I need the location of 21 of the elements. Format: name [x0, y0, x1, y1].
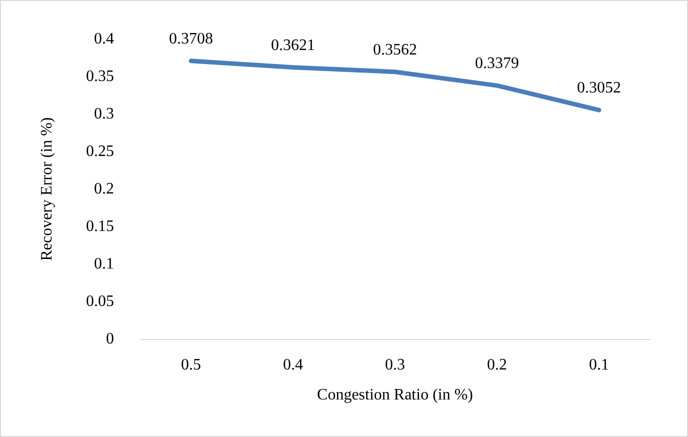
- y-tick-label: 0.1: [94, 256, 114, 272]
- x-tick-label: 0.4: [283, 356, 303, 374]
- y-tick-label: 0.25: [86, 143, 114, 160]
- x-tick-label: 0.1: [589, 356, 609, 374]
- y-tick-label: 0.4: [94, 30, 114, 48]
- y-tick-label: 0.15: [86, 218, 114, 235]
- y-tick-label: 0.3: [94, 106, 114, 122]
- y-tick-label: 0.05: [86, 293, 114, 310]
- x-tick-label: 0.5: [181, 356, 201, 374]
- y-tick-label: 0: [106, 330, 114, 348]
- data-label: 0.3379: [475, 55, 519, 72]
- x-tick-label: 0.3: [385, 356, 405, 374]
- y-axis-title: Recovery Error (in %): [38, 117, 56, 261]
- data-label: 0.3621: [271, 36, 315, 54]
- x-axis-title: Congestion Ratio (in %): [317, 386, 473, 404]
- data-label: 0.3052: [577, 80, 621, 97]
- x-tick-label: 0.2: [487, 356, 507, 374]
- data-label: 0.3562: [373, 41, 417, 58]
- data-label: 0.3708: [169, 30, 213, 48]
- y-tick-label: 0.35: [86, 68, 114, 85]
- y-tick-label: 0.2: [94, 180, 114, 198]
